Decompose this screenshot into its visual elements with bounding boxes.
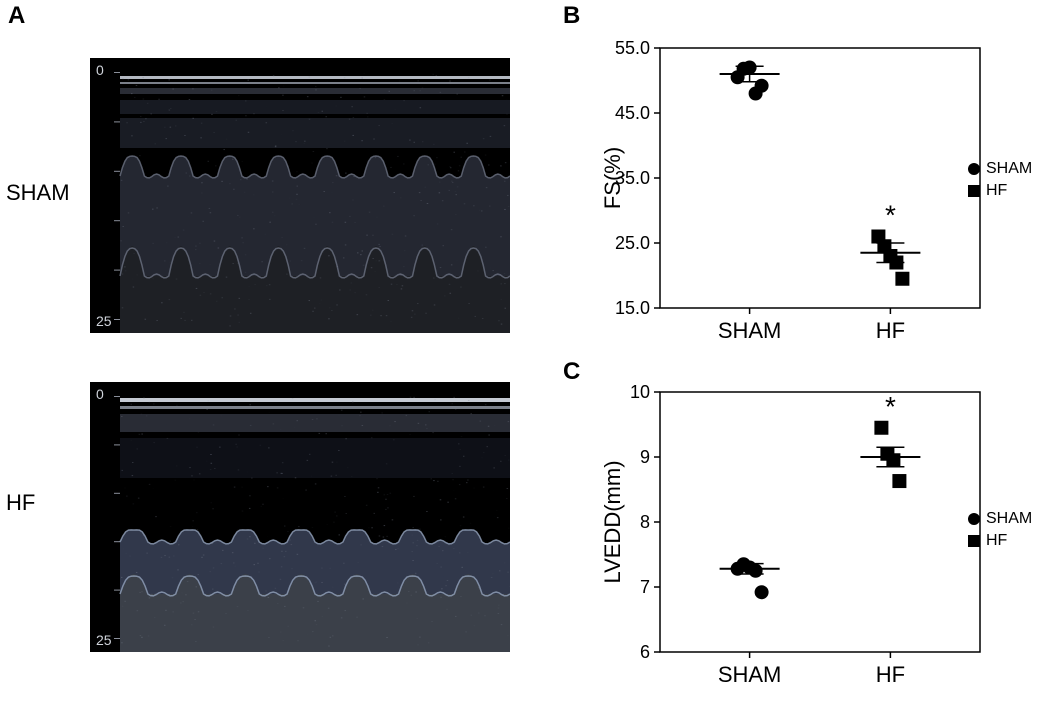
x-category-label: SHAM	[718, 318, 782, 343]
legend-label: HF	[986, 182, 1007, 200]
square-icon	[968, 185, 980, 197]
sham-side-label: SHAM	[6, 180, 70, 206]
legend-item: HF	[968, 532, 1032, 550]
ytick-label: 6	[640, 642, 650, 662]
significance-marker: *	[885, 200, 896, 231]
hf-side-label: HF	[6, 490, 35, 516]
legend-b: SHAM HF	[968, 160, 1032, 204]
x-category-label: SHAM	[718, 662, 782, 687]
figure-root: A B C SHAM HF 0 25 0 25 15.025.035.045.0…	[0, 0, 1050, 706]
panel-a-label: A	[8, 2, 25, 30]
legend-item: HF	[968, 182, 1032, 200]
panel-c-label: C	[563, 358, 580, 386]
ytick-label: 7	[640, 577, 650, 597]
x-category-label: HF	[876, 662, 905, 687]
panel-b-label: B	[563, 2, 580, 30]
data-point-square	[886, 453, 900, 467]
legend-label: SHAM	[986, 160, 1032, 178]
ytick-label: 10	[630, 382, 650, 402]
ytick-label: 8	[640, 512, 650, 532]
x-category-label: HF	[876, 318, 905, 343]
legend-item: SHAM	[968, 160, 1032, 178]
ytick-label: 45.0	[615, 103, 650, 123]
data-point-circle	[743, 61, 757, 75]
data-point-circle	[755, 79, 769, 93]
chart-lvedd: 6 7 8 9 10 SHAM HF LVEDD(mm) *	[602, 380, 962, 690]
data-point-square	[889, 256, 903, 270]
square-icon	[968, 535, 980, 547]
legend-item: SHAM	[968, 510, 1032, 528]
data-point-square	[892, 474, 906, 488]
circle-icon	[968, 163, 980, 175]
data-point-square	[895, 272, 909, 286]
ytick-label: 25.0	[615, 233, 650, 253]
ytick-label: 15.0	[615, 298, 650, 318]
echo-image-sham: 0 25	[90, 58, 510, 333]
echo-image-hf: 0 25	[90, 382, 510, 652]
chart-fs: 15.025.035.045.055.0SHAMHFFS(%)*	[602, 36, 962, 346]
data-point-square	[874, 421, 888, 435]
y-axis-label: LVEDD(mm)	[602, 460, 625, 583]
legend-label: SHAM	[986, 510, 1032, 528]
data-point-circle	[755, 585, 769, 599]
ytick-label: 55.0	[615, 38, 650, 58]
legend-label: HF	[986, 532, 1007, 550]
ytick-label: 9	[640, 447, 650, 467]
y-axis-label: FS(%)	[602, 147, 625, 209]
data-point-circle	[749, 564, 763, 578]
significance-marker: *	[885, 391, 896, 422]
legend-c: SHAM HF	[968, 510, 1032, 554]
circle-icon	[968, 513, 980, 525]
